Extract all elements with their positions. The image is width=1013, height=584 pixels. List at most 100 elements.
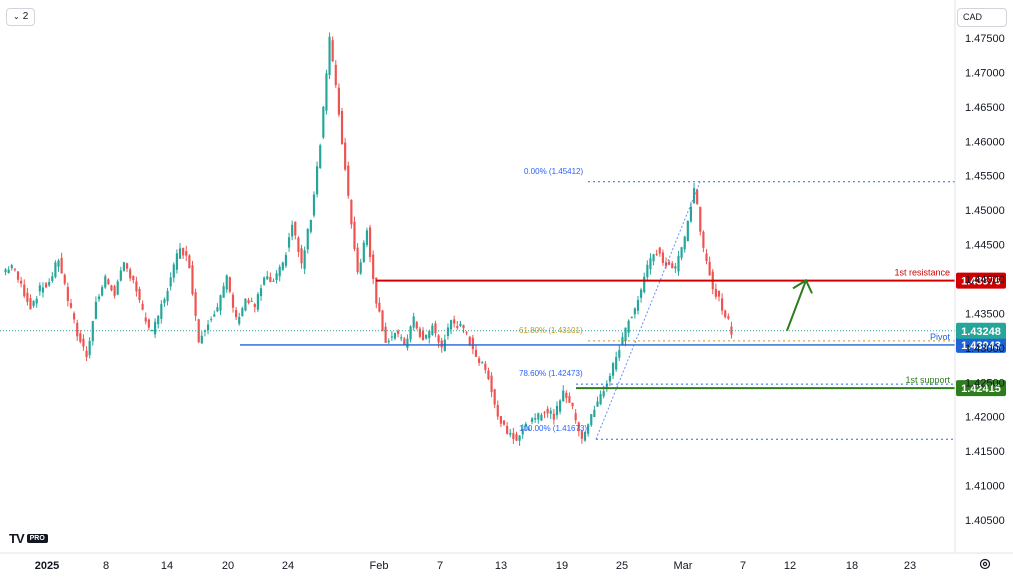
candle-body [13,268,16,270]
candle-body [147,319,150,328]
candle-body [319,145,322,169]
candle-body [182,248,185,256]
candle-body [714,288,717,297]
candle-body [689,206,693,222]
layout-button[interactable]: ⌄ 2 [6,8,36,26]
candle-body [465,332,468,334]
candle-body [10,265,13,268]
candle-body [378,302,381,312]
time-tick-label: 7 [740,560,746,572]
candle-body [340,111,344,144]
last-price-text: 1.43248 [961,326,1001,338]
candle-body [421,330,425,340]
candle-body [627,320,630,333]
candle-body [166,291,169,302]
candle-body [412,316,415,328]
candle-body [368,227,372,258]
arrow-shaft [786,280,807,331]
candle-body [618,350,621,358]
candle-body [640,289,643,298]
price-tick-label: 1.41000 [965,481,1005,493]
candle-body [571,402,574,407]
candle-body [431,325,434,335]
fibonacci-retracement[interactable]: 0.00% (1.45412) 61.80% (1.43101) 78.60% (1… [519,167,955,440]
candle-body [406,338,409,348]
candle-body [350,199,353,225]
candle-body [135,281,138,292]
candle-body [521,429,524,435]
last-price-tag [956,322,1006,339]
candle-body [316,166,319,195]
candle-body [269,276,272,282]
time-tick-label: 20 [222,560,234,572]
candle-body [306,229,309,250]
candle-body [194,292,197,316]
price-tick-label: 1.44500 [965,240,1005,252]
candle-body [546,408,549,414]
tradingview-logo: TV PRO [9,531,48,546]
currency-selector[interactable]: CAD [957,8,1007,27]
support-resistance-levels[interactable]: 1st resistance 1.43976 Pivot 1.43043 1st sup… [0,268,1006,397]
arrow-head-icon [792,278,813,294]
pivot-price-text: 1.43043 [961,340,1001,352]
candle-body [57,260,60,267]
price-tick-label: 1.45000 [965,205,1005,217]
candle-body [272,280,275,282]
candle-body [496,405,499,417]
candle-body [434,323,437,334]
time-tick-label: 23 [904,560,916,572]
candle-body [403,338,406,346]
candle-body [160,304,163,319]
candle-body [228,277,231,292]
price-tick-label: 1.41500 [965,446,1005,458]
candle-body [524,423,527,427]
candle-body [23,284,26,297]
time-axis[interactable]: 2025 8 14 20 24 Feb 7 13 19 25 Mar 7 12 18 23 [0,552,1013,572]
candle-body [493,389,496,405]
candle-body [312,194,316,216]
candle-body [334,64,337,86]
candle-body [178,248,182,259]
support-label: 1st support [905,375,950,385]
support-price-text: 1.42415 [961,383,1001,395]
price-tick-label: 1.45500 [965,171,1005,183]
fib-trend-line [595,181,701,440]
candle-body [48,282,51,286]
candle-body [633,308,636,315]
fib-level-label: 0.00% (1.45412) [524,167,583,176]
candle-body [418,328,421,337]
candle-body [225,275,228,290]
time-tick-label: Mar [674,560,693,572]
candle-body [372,254,375,279]
candle-body [157,315,160,325]
candle-body [449,320,453,330]
candle-body [587,424,590,434]
candle-body [250,300,253,302]
gear-icon[interactable] [978,557,992,571]
candle-body [247,300,250,303]
price-axis[interactable]: 1.47500 1.47000 1.46500 1.46000 1.45500 1.450… [954,0,1005,553]
pro-badge: PRO [26,534,48,543]
candle-body [677,255,680,272]
projection-arrow[interactable] [786,278,813,331]
candle-body [721,298,724,311]
candle-body [530,418,534,422]
candle-body [256,294,259,310]
candle-body [478,358,481,363]
candle-body [474,349,478,357]
candle-body [347,165,350,196]
candle-body [113,286,116,296]
logo-mark: TV [9,531,25,546]
candle-body [51,276,54,282]
candlestick-series [4,32,733,446]
candle-body [222,286,225,298]
candle-body [487,370,490,380]
candle-body [655,253,658,255]
candle-body [26,292,29,302]
candle-body [649,258,652,270]
price-tick-label: 1.47000 [965,67,1005,79]
candle-body [60,257,63,274]
candle-body [7,269,10,273]
price-tick-label: 1.46500 [965,102,1005,114]
